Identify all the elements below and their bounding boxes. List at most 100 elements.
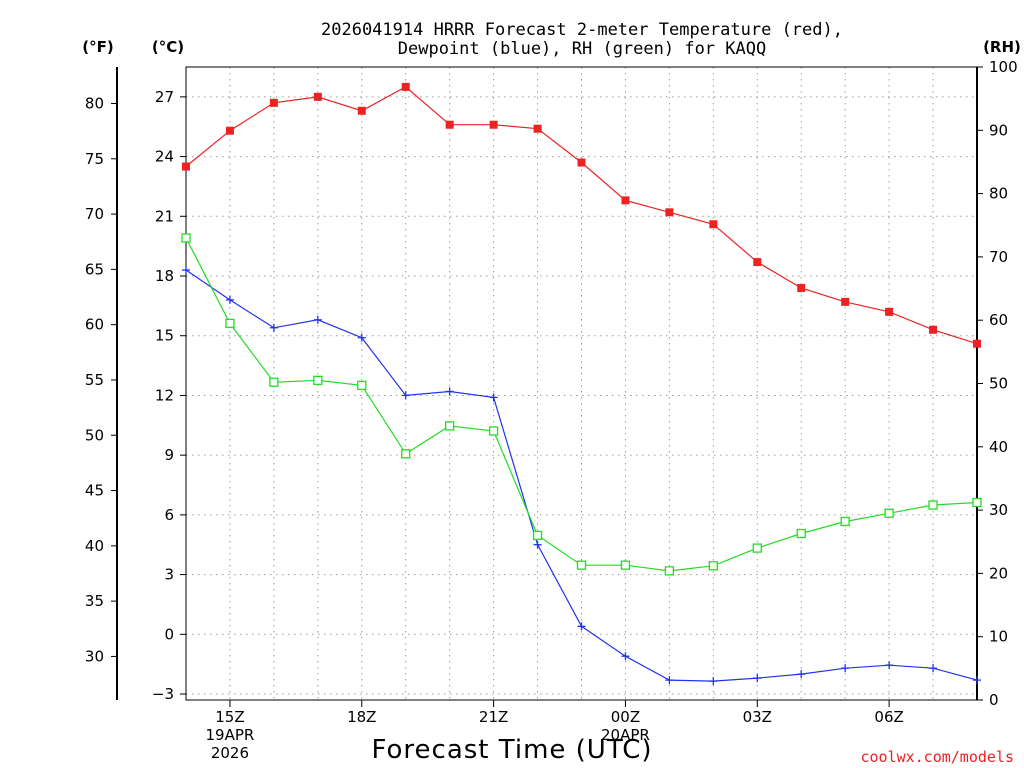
rh-point [576,560,587,570]
x-tick-label: 21Z [479,708,508,726]
rh-point [708,561,718,571]
rh-point [181,233,191,243]
temperature-point [753,258,762,267]
celsius-tick-label: 3 [164,566,174,584]
celsius-tick-label: 27 [155,88,174,106]
fahrenheit-tick-label: 45 [85,482,104,500]
temperature-point [797,283,806,292]
rh-point [840,516,850,527]
x-tick-label: 20APR [601,726,650,744]
chart-title-line2: Dewpoint (blue), RH (green) for KAQQ [398,39,766,59]
temperature-point [401,82,410,91]
temperature-point [269,98,278,107]
rh-tick-label: 30 [989,501,1008,519]
x-tick-label: 18Z [347,708,376,726]
rh-tick-label: 10 [989,628,1008,646]
celsius-tick-label: 18 [155,267,174,285]
rh-tick-label: 70 [989,248,1008,266]
chart-title-line1: 2026041914 HRRR Forecast 2-meter Tempera… [321,20,843,40]
dewpoint-point [225,295,234,304]
temperature-point [841,297,850,306]
rh-point [620,560,631,570]
x-tick-label: 2026 [211,744,249,762]
dewpoint-point [709,677,718,686]
series-line [185,86,978,345]
temperature-point [709,220,718,229]
fahrenheit-tick-label: 40 [85,537,104,555]
celsius-tick-label: 9 [164,446,174,464]
data-series [181,82,982,686]
temperature-point [445,120,454,129]
celsius-tick-label: 21 [155,207,174,225]
fahrenheit-tick-label: 35 [85,592,104,610]
fahrenheit-tick-label: 55 [85,371,104,389]
rh-point [313,375,323,385]
dewpoint-point [973,676,981,685]
rh-point [488,426,499,436]
dewpoint-point [401,391,410,400]
temperature-point [929,325,938,334]
dewpoint-point [621,652,630,661]
temperature-point [973,339,981,348]
temperature-point [533,124,542,133]
temperature-point [225,126,234,135]
celsius-tick-label: 0 [164,625,174,643]
rh-tick-label: 40 [989,438,1008,456]
celsius-tick-label: 6 [164,506,174,524]
dewpoint-point [489,393,498,402]
temperature-point [182,162,190,171]
temperature-point [621,196,630,205]
credit-text: coolwx.com/models [860,748,1014,766]
dewpoint-point [753,674,762,683]
fahrenheit-axis-unit: (°F) [82,38,113,56]
dewpoint-point [533,540,542,549]
dewpoint-point [445,387,454,396]
rh-point [225,318,235,329]
x-tick-label: 00Z [611,708,640,726]
dewpoint-point [929,664,938,673]
rh-point [357,380,367,391]
fahrenheit-tick-label: 70 [85,205,104,223]
rh-tick-label: 90 [989,121,1008,139]
dewpoint-point [665,676,674,685]
x-tick-label: 15Z [215,708,244,726]
axes [111,66,983,707]
tick-labels: −3 0 3 6 9 12 15 18 21 24 27 30 35 40 45 50 55 60 65 70 75 80… [85,58,1018,762]
rh-tick-label: 80 [989,185,1008,203]
rh-tick-label: 50 [989,375,1008,393]
x-tick-label: 06Z [874,708,903,726]
rh-tick-label: 0 [989,691,999,709]
rh-point [752,543,762,553]
dewpoint-point [269,323,278,332]
fahrenheit-tick-label: 50 [85,426,104,444]
dewpoint-point [577,622,586,631]
temperature-point [357,106,366,115]
dewpoint-point [182,266,190,275]
celsius-tick-label: 15 [155,327,174,345]
rh-point [445,421,455,431]
fahrenheit-tick-label: 30 [85,647,104,665]
celsius-tick-label: 24 [155,148,174,166]
dewpoint-point [797,670,806,679]
rh-point [928,500,938,510]
celsius-tick-label: 12 [155,386,174,404]
rh-point [972,497,982,508]
rh-tick-label: 20 [989,564,1008,582]
x-axis-label: Forecast Time (UTC) [371,735,652,765]
fahrenheit-tick-label: 80 [85,94,104,112]
temperature-point [577,158,586,167]
dewpoint-point [313,315,322,324]
rh-point [884,508,894,518]
rh-point [796,528,806,539]
rh-tick-label: 60 [989,311,1008,329]
dewpoint-point [885,661,894,670]
x-tick-label: 03Z [743,708,772,726]
rh-tick-label: 100 [989,58,1018,76]
fahrenheit-tick-label: 60 [85,316,104,334]
rh-point [664,566,675,576]
rh-point [532,530,543,541]
temperature-point [313,92,322,101]
temperature-point [885,307,894,316]
dewpoint-point [841,664,850,673]
